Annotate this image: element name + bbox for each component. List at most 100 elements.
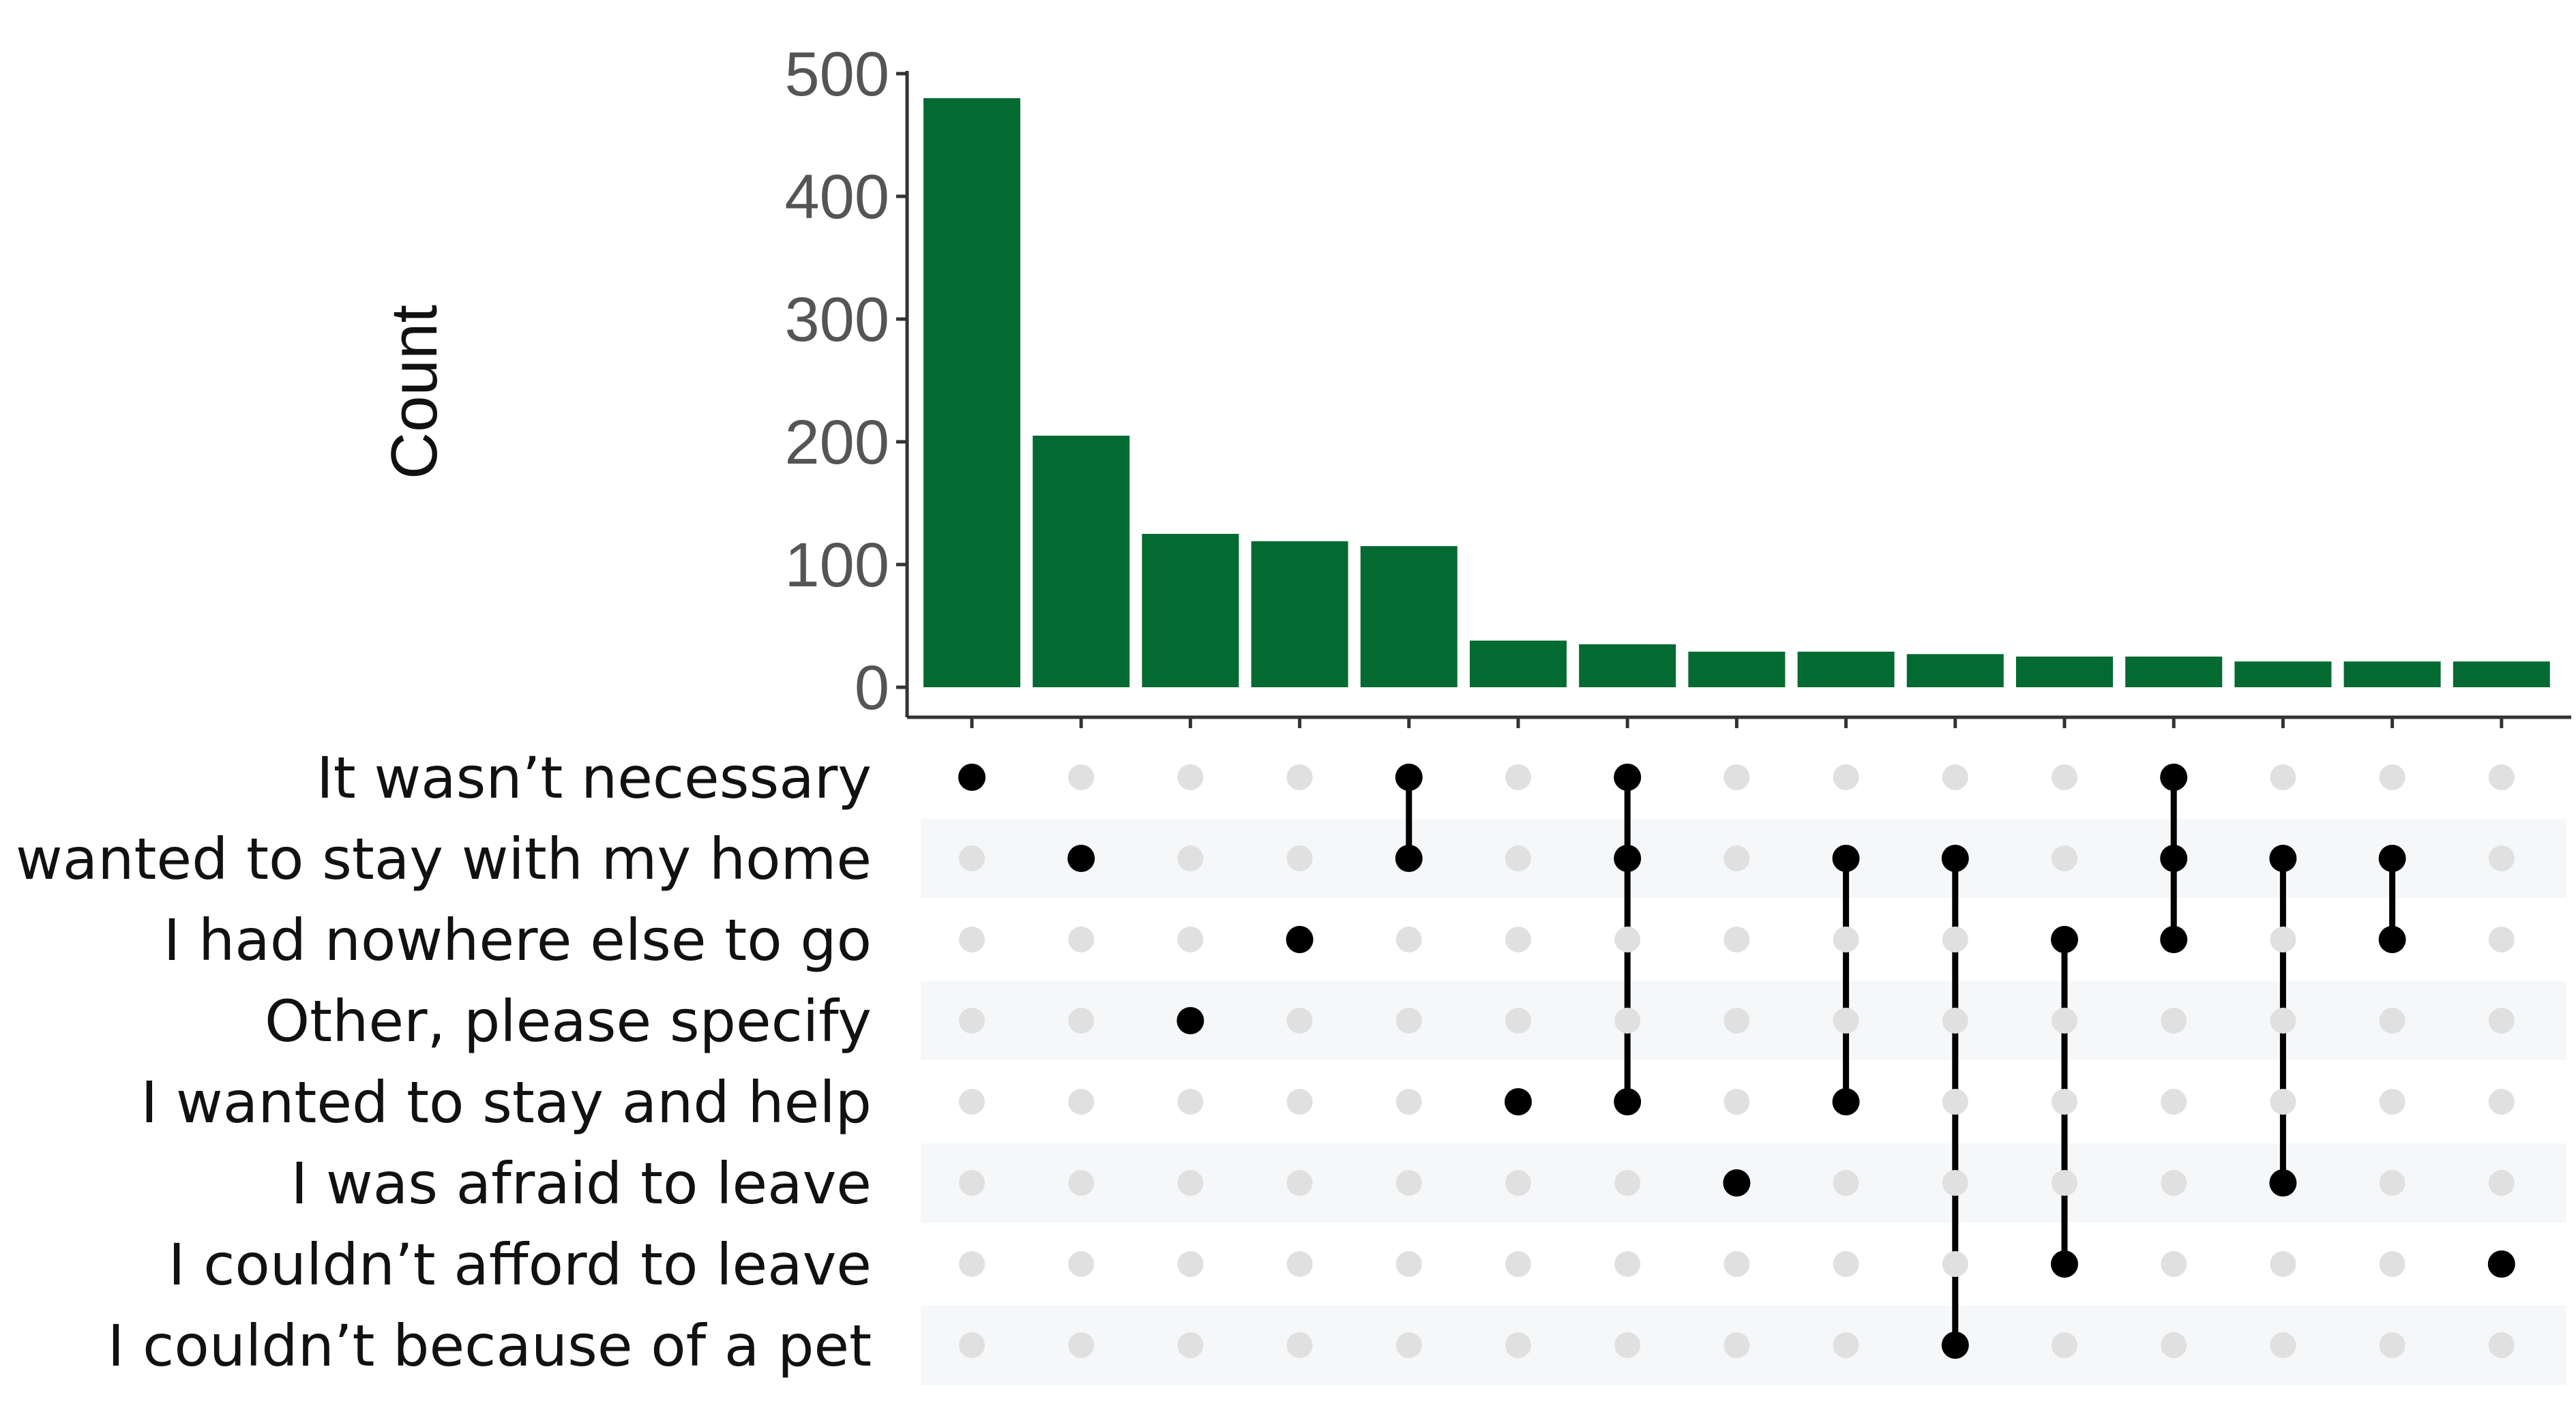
set-label: I couldn’t afford to leave (168, 1231, 872, 1298)
matrix-dot-inactive (2488, 1332, 2515, 1358)
y-tick-label: 300 (785, 285, 890, 355)
matrix-dot-inactive (2379, 1008, 2405, 1034)
matrix-dot-inactive (1395, 1170, 1422, 1196)
matrix-dot-inactive (1723, 845, 1750, 871)
matrix-dot-inactive (1068, 927, 1095, 952)
matrix-dot-inactive (2488, 845, 2515, 871)
matrix-dot-inactive (2379, 1170, 2405, 1196)
matrix-dot-inactive (1395, 1251, 1422, 1277)
matrix-dot-inactive (2052, 1332, 2077, 1358)
matrix-dot-active (1614, 764, 1642, 791)
matrix-dot-inactive (1068, 1332, 1095, 1358)
matrix-dot-active (1614, 1088, 1642, 1115)
y-tick-label: 0 (855, 653, 889, 723)
matrix-dot-active (1067, 845, 1095, 872)
matrix-dot-active (1614, 845, 1642, 872)
matrix-dot-inactive (1942, 1008, 1968, 1034)
matrix-dot-inactive (1614, 1008, 1641, 1034)
matrix-dot-inactive (1723, 927, 1750, 952)
matrix-dot-inactive (1505, 1008, 1531, 1034)
matrix-dot-inactive (2161, 1251, 2187, 1277)
matrix-dot-inactive (1068, 1251, 1095, 1277)
matrix-dot-inactive (1505, 845, 1531, 871)
matrix-dot-inactive (1286, 1170, 1313, 1196)
matrix-dot-active (1395, 845, 1423, 872)
matrix-dot-active (1832, 845, 1860, 872)
set-label: I couldn’t because of a pet (108, 1312, 872, 1379)
matrix-dot-active (2051, 1250, 2078, 1278)
matrix-dot-inactive (2270, 764, 2296, 790)
matrix-dot-active (2487, 1250, 2515, 1278)
matrix-dot-inactive (1942, 1089, 1968, 1115)
matrix-dot-inactive (1068, 1089, 1095, 1115)
matrix-dot-active (1505, 1088, 1532, 1115)
matrix-dot-inactive (1723, 1332, 1750, 1358)
matrix-dot-inactive (1177, 1170, 1204, 1196)
matrix-dot-inactive (2379, 1251, 2405, 1277)
matrix-dot-inactive (1833, 1008, 1859, 1034)
matrix-dot-inactive (2379, 1332, 2405, 1358)
matrix-dot-inactive (1942, 1251, 1968, 1277)
matrix-dot-inactive (1395, 1008, 1422, 1034)
matrix-dot-inactive (1505, 1170, 1531, 1196)
matrix-dot-inactive (1395, 1089, 1422, 1115)
matrix-dot-inactive (2052, 845, 2077, 871)
matrix-dot-inactive (1286, 1251, 1313, 1277)
matrix-dot-inactive (1068, 1170, 1095, 1196)
set-label: It wasn’t necessary (316, 745, 872, 811)
set-label: I wanted to stay with my home (0, 826, 872, 892)
matrix-dot-inactive (2379, 764, 2405, 790)
matrix-dot-inactive (2052, 1008, 2077, 1034)
matrix-dot-inactive (1177, 927, 1204, 952)
matrix-dot-inactive (2379, 1089, 2405, 1115)
matrix-dot-active (1832, 1088, 1860, 1115)
matrix-dot-inactive (2488, 927, 2515, 952)
intersection-matrix (958, 764, 2515, 1359)
matrix-dot-active (1395, 764, 1423, 791)
intersection-bar (1360, 546, 1457, 687)
matrix-dot-inactive (1068, 764, 1095, 790)
matrix-dot-inactive (1177, 1332, 1204, 1358)
matrix-dot-inactive (1177, 764, 1204, 790)
matrix-dot-inactive (1833, 1170, 1859, 1196)
matrix-dot-inactive (1068, 1008, 1095, 1034)
matrix-dot-inactive (959, 1251, 985, 1277)
intersection-bar (1470, 640, 1567, 687)
matrix-dot-inactive (1177, 845, 1204, 871)
intersection-bar (1797, 651, 1895, 687)
matrix-dot-inactive (1177, 1251, 1204, 1277)
matrix-dot-inactive (1286, 845, 1313, 871)
matrix-dot-inactive (1723, 764, 1750, 790)
intersection-bar (1033, 436, 1130, 687)
matrix-dot-active (2051, 926, 2078, 953)
matrix-dot-active (1176, 1007, 1204, 1034)
matrix-dot-active (2160, 764, 2188, 791)
matrix-dot-inactive (2270, 1089, 2296, 1115)
matrix-dot-inactive (1177, 1089, 1204, 1115)
matrix-dot-inactive (1286, 1332, 1313, 1358)
matrix-dot-inactive (2488, 1008, 2515, 1034)
matrix-dot-active (2378, 845, 2406, 872)
set-label: I wanted to stay and help (141, 1069, 872, 1136)
matrix-dot-active (1286, 926, 1314, 953)
matrix-dot-inactive (1505, 927, 1531, 952)
y-tick-label: 200 (785, 408, 890, 477)
matrix-dot-active (2269, 845, 2297, 872)
intersection-bar (2125, 657, 2223, 687)
matrix-dot-inactive (2488, 1089, 2515, 1115)
matrix-dot-inactive (959, 1170, 985, 1196)
matrix-dot-inactive (2270, 1332, 2296, 1358)
matrix-dot-active (958, 764, 986, 791)
matrix-dot-inactive (1505, 1251, 1531, 1277)
matrix-dot-inactive (2488, 1170, 2515, 1196)
matrix-dot-active (2378, 926, 2406, 953)
matrix-dot-inactive (959, 1089, 985, 1115)
matrix-dot-inactive (2161, 1170, 2187, 1196)
matrix-dot-inactive (2052, 1089, 2077, 1115)
set-label: Other, please specify (265, 988, 872, 1055)
set-label: I had nowhere else to go (164, 907, 872, 974)
matrix-dot-inactive (2161, 1008, 2187, 1034)
matrix-dot-inactive (2052, 1170, 2077, 1196)
matrix-dot-inactive (1942, 764, 1968, 790)
